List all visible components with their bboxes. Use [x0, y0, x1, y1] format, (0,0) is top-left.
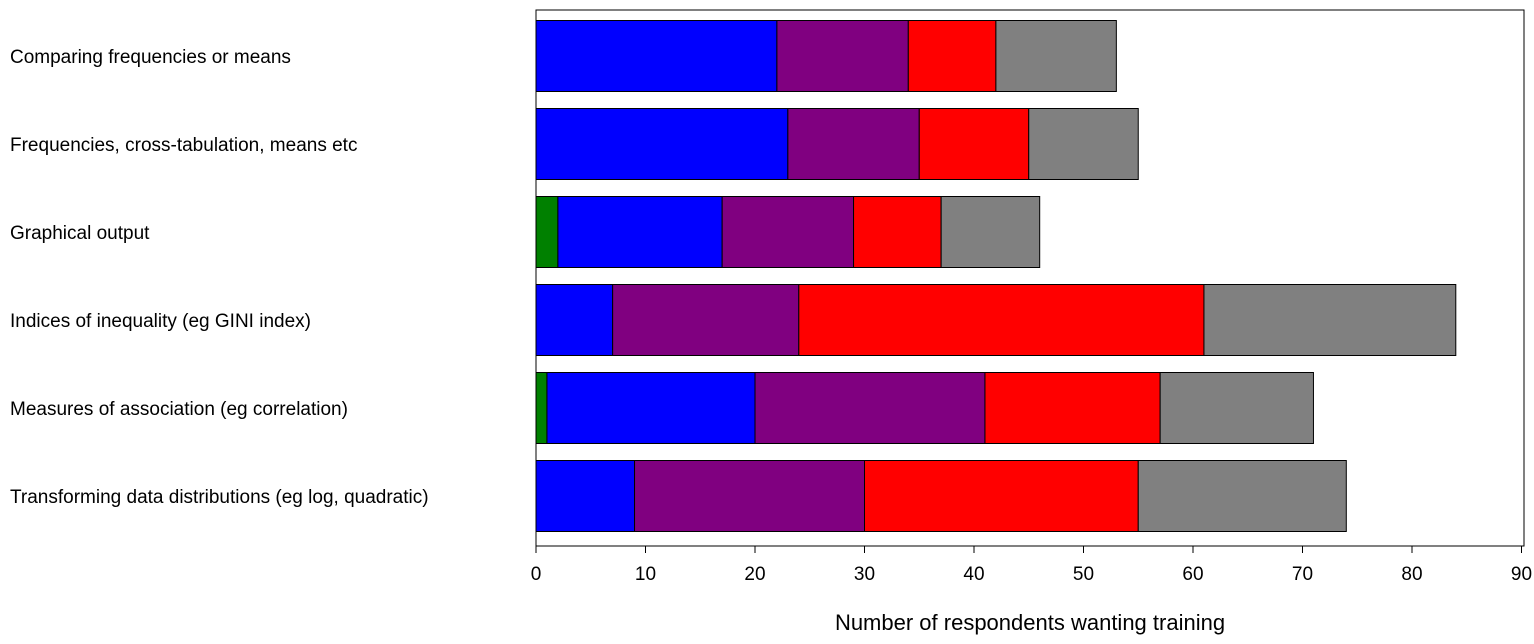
bar-segment-2-3 [787, 108, 920, 180]
category-label: Measures of association (eg correlation) [10, 399, 348, 420]
bar-segment-3-5 [940, 196, 1041, 268]
category-label: Frequencies, cross-tabulation, means etc [10, 135, 357, 156]
bar-segment-5-4 [984, 372, 1161, 444]
x-tick-label: 50 [1073, 564, 1094, 585]
bar-segment-6-5 [1137, 460, 1347, 532]
bar-segment-4-5 [1203, 284, 1457, 356]
x-tick-label: 80 [1401, 564, 1422, 585]
x-axis: 0 10 20 30 40 50 60 70 80 90 [531, 546, 1532, 585]
bar-segment-4-2 [535, 284, 614, 356]
x-tick-label: 30 [854, 564, 875, 585]
bar-segment-3-3 [721, 196, 855, 268]
category-label: Graphical output [10, 223, 150, 244]
bar-segment-4-3 [612, 284, 800, 356]
bar-segment-4-4 [798, 284, 1205, 356]
bar-segment-5-2 [546, 372, 756, 444]
bar-segment-5-5 [1159, 372, 1314, 444]
bar-segment-5-3 [754, 372, 986, 444]
x-tick-label: 40 [963, 564, 984, 585]
bar-segment-1-2 [535, 20, 778, 92]
bar-segment-3-2 [557, 196, 723, 268]
x-axis-title: Number of respondents wanting training [835, 610, 1225, 635]
x-tick-label: 60 [1182, 564, 1203, 585]
bar-segment-3-4 [853, 196, 942, 268]
x-tick-label: 70 [1292, 564, 1313, 585]
bar-segment-1-4 [907, 20, 997, 92]
bar-segments [535, 20, 1457, 532]
bar-segment-2-4 [918, 108, 1030, 180]
bar-segment-2-5 [1028, 108, 1139, 180]
bar-segment-5-1 [535, 372, 548, 444]
bar-segment-6-2 [535, 460, 636, 532]
bar-segment-6-3 [634, 460, 865, 532]
x-tick-label: 20 [744, 564, 765, 585]
x-tick-label: 0 [531, 564, 542, 585]
category-label: Transforming data distributions (eg log,… [10, 487, 429, 508]
category-label: Indices of inequality (eg GINI index) [10, 311, 311, 332]
x-tick-label: 90 [1511, 564, 1532, 585]
bar-segment-1-5 [995, 20, 1117, 92]
category-labels: Comparing frequencies or means Frequencie… [10, 47, 429, 508]
x-tick-label: 10 [635, 564, 656, 585]
bar-segment-2-2 [535, 108, 789, 180]
bar-segment-6-4 [864, 460, 1139, 532]
bar-segment-3-1 [535, 196, 559, 268]
plot-area [535, 9, 1525, 547]
bar-segment-1-3 [776, 20, 909, 92]
category-label: Comparing frequencies or means [10, 47, 291, 68]
plot-frame [535, 9, 1525, 547]
